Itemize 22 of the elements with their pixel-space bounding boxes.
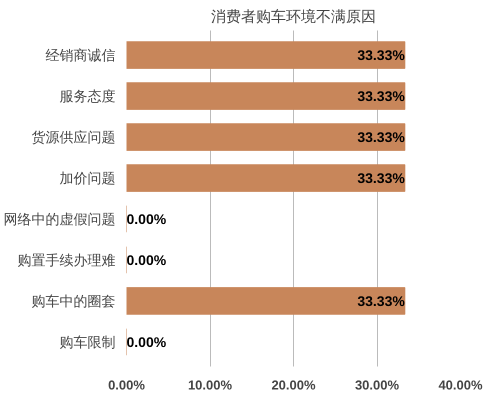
- y-tick-label: 经销商诚信: [46, 47, 116, 64]
- data-label: 33.33%: [357, 47, 406, 64]
- x-tick-label: 40.00%: [438, 378, 483, 392]
- y-tick-label: 货源供应问题: [32, 129, 116, 146]
- data-label: 33.33%: [357, 170, 406, 186]
- x-tick-label: 20.00%: [271, 378, 316, 392]
- y-tick-label: 购置手续办理难: [18, 252, 116, 268]
- data-label: 0.00%: [126, 334, 167, 350]
- y-tick-label: 购车限制: [60, 334, 116, 350]
- y-tick-label: 服务态度: [60, 88, 116, 104]
- x-tick-label: 10.00%: [188, 378, 232, 392]
- y-tick-label: 网络中的虚假问题: [4, 210, 116, 227]
- x-tick-label: 30.00%: [354, 378, 400, 392]
- chart-title: 消费者购车环境不满原因: [211, 8, 376, 26]
- data-label: 0.00%: [126, 252, 167, 268]
- y-tick-label: 购车中的圈套: [32, 292, 116, 309]
- y-tick-label: 加价问题: [60, 170, 116, 186]
- data-label: 33.33%: [357, 292, 406, 309]
- data-label: 0.00%: [126, 210, 167, 227]
- x-tick-label: 0.00%: [108, 378, 146, 392]
- data-label: 33.33%: [357, 88, 406, 104]
- data-label: 33.33%: [357, 129, 406, 146]
